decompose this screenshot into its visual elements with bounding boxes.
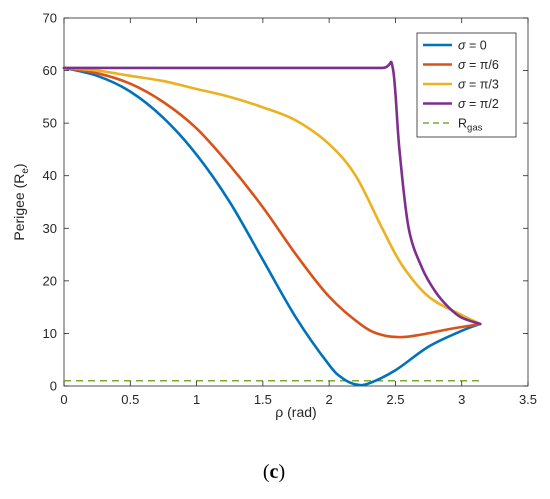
x-tick-label: 2.5 [386,392,404,407]
x-tick-label: 0.5 [121,392,139,407]
y-tick-label: 70 [43,11,57,26]
x-axis: 0 0.5 1 1.5 2 2.5 3 3.5 [60,18,537,407]
series-line-0 [62,66,482,387]
caption-close-paren: ) [278,461,285,483]
y-axis: 0 10 20 30 40 50 60 70 [43,11,528,394]
legend-label-1: σ = π/6 [458,58,499,72]
caption-open-paren: ( [263,461,270,483]
y-axis-label-subscript: e [20,168,31,174]
series-layer [62,60,482,387]
x-tick-label: 0 [60,392,67,407]
y-axis-label-main: Perigee (R [11,174,27,241]
series-line-1 [62,66,482,339]
legend-label-4: Rgas [458,117,483,134]
y-axis-label-close: ) [11,163,27,168]
x-tick-label: 3.5 [519,392,537,407]
y-tick-label: 0 [50,379,57,394]
legend-label-0: σ = 0 [458,39,487,53]
series-line-2 [62,66,482,326]
legend-label-2: σ = π/3 [458,78,499,92]
caption-letter: c [270,461,279,483]
legend-items: σ = 0 σ = π/6 σ = π/3 σ = π/2 Rgas [423,39,499,134]
y-tick-label: 20 [43,273,57,288]
series-line-3 [62,60,482,326]
x-tick-label: 1 [193,392,200,407]
x-axis-label: ρ (rad) [275,404,316,420]
x-tick-label: 1.5 [254,392,272,407]
x-tick-label: 2 [326,392,333,407]
y-tick-label: 60 [43,63,57,78]
y-tick-label: 50 [43,116,57,131]
y-tick-label: 30 [43,221,57,236]
panel-caption: (c) [263,461,285,483]
y-tick-label: 10 [43,326,57,341]
y-tick-label: 40 [43,168,57,183]
legend-label-3: σ = π/2 [458,97,499,111]
x-tick-label: 3 [458,392,465,407]
y-axis-label: Perigee (Re) [11,163,31,240]
legend: σ = 0 σ = π/6 σ = π/3 σ = π/2 Rgas [416,32,517,138]
